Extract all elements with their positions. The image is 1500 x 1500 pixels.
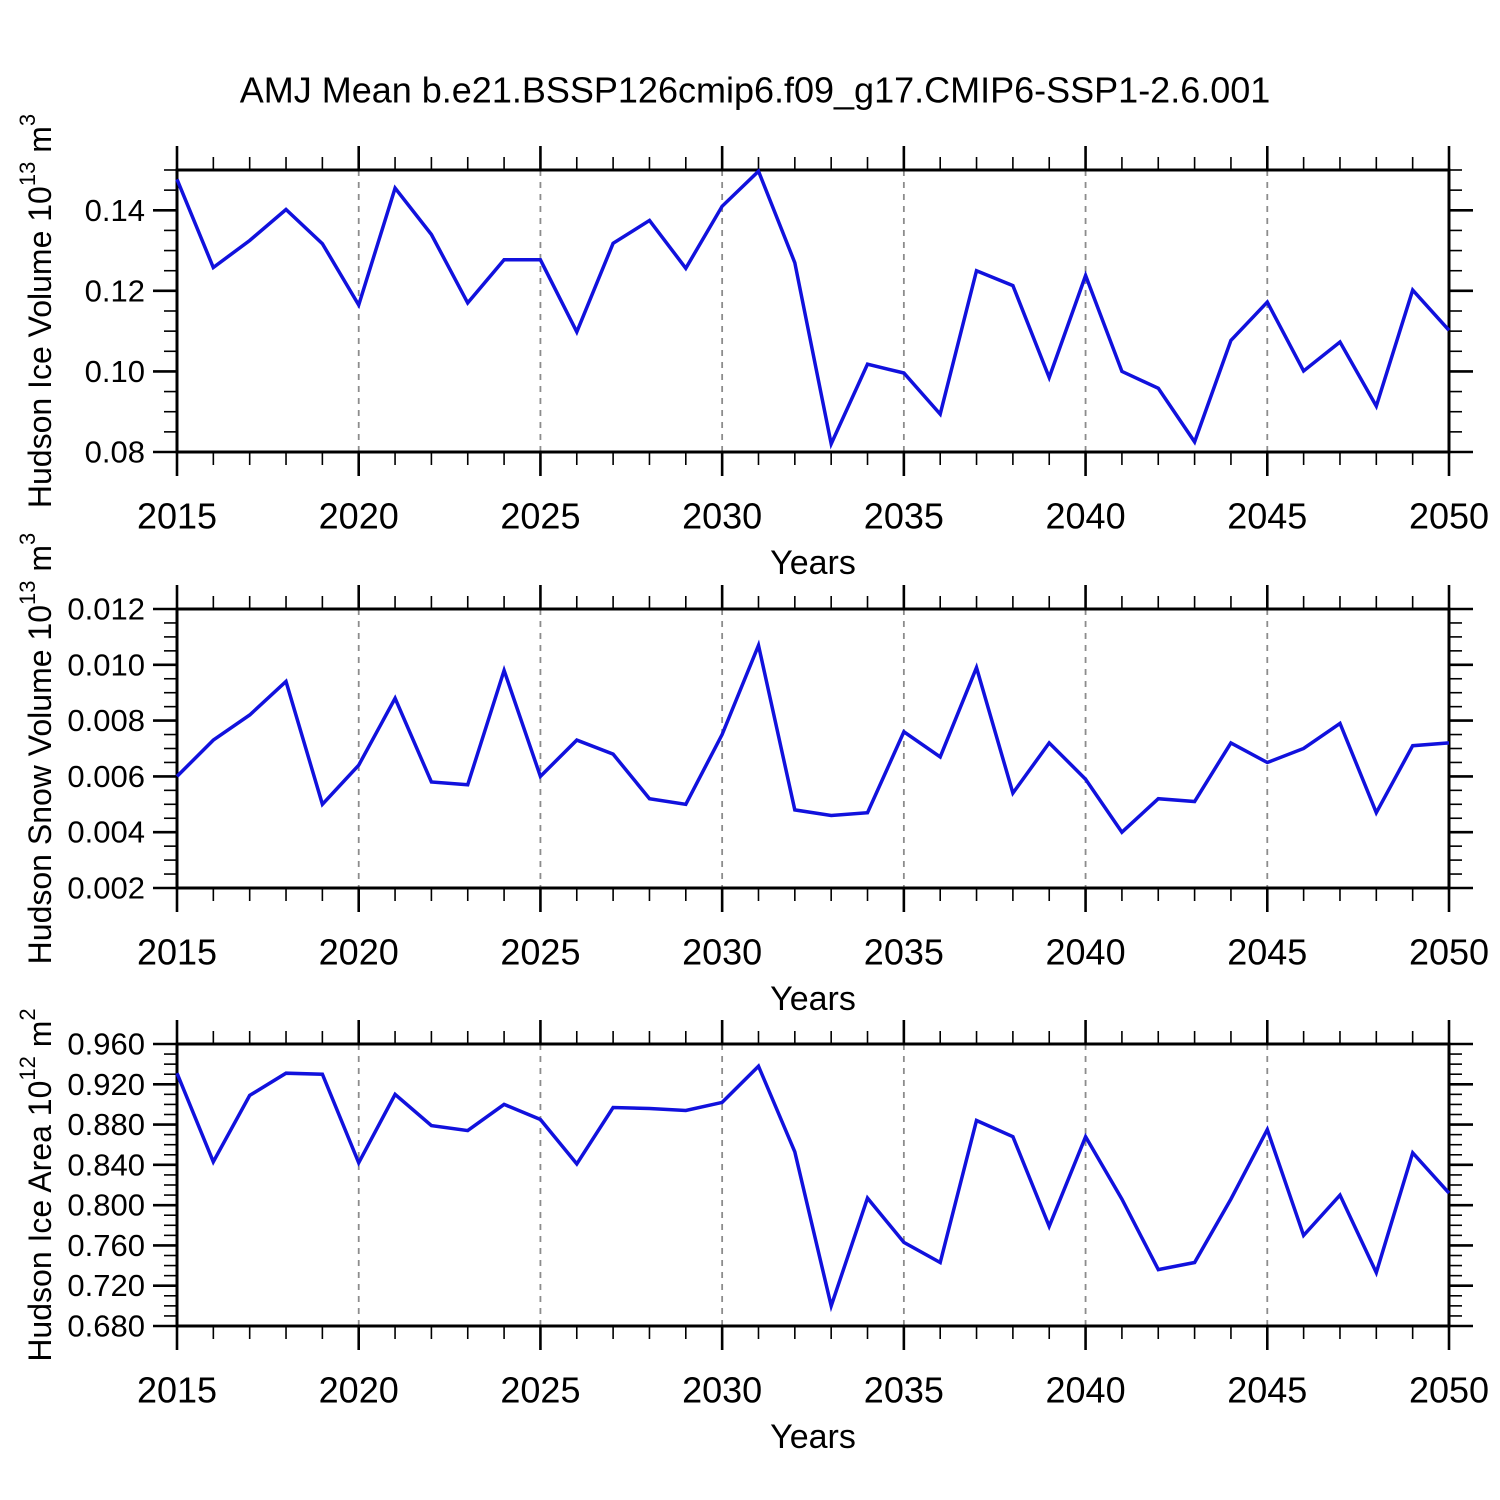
x-tick-label: 2030 [682,1370,762,1411]
x-tick-label: 2045 [1227,1370,1307,1411]
y-tick-label: 0.760 [67,1228,145,1263]
y-tick-label: 0.680 [67,1309,145,1344]
x-tick-label: 2035 [864,932,944,973]
y-tick-label: 0.008 [67,703,145,738]
x-tick-label: 2040 [1046,932,1126,973]
x-tick-label: 2050 [1409,1370,1489,1411]
x-tick-label: 2020 [319,1370,399,1411]
x-axis-title: Years [770,980,856,1018]
y-tick-label: 0.12 [85,273,145,308]
plot-box [175,1042,1451,1328]
x-tick-label: 2015 [137,1370,217,1411]
y-axis-title: Hudson Ice Volume 1013 m3 [15,114,59,508]
chart-hudson-ice-area: 0.680 0.720 0.760 0.800 0.840 0.880 0.920 0.960… [15,1008,1490,1456]
x-tick-label: 2025 [500,932,580,973]
y-tick-label: 0.840 [67,1147,145,1182]
y-tick-label: 0.14 [85,193,145,228]
y-tick-label: 0.08 [85,435,145,470]
y-tick-label: 0.004 [67,815,145,850]
x-tick-label: 2020 [319,496,399,537]
series-hudson-snow-volume [175,639,1450,835]
x-tick-label: 2025 [500,496,580,537]
x-tick-label: 2015 [137,496,217,537]
chart-hudson-snow-volume: 0.002 0.004 0.006 0.008 0.010 0.012 2015 2020 20… [15,533,1490,1018]
chart-hudson-ice-volume: 0.08 0.10 0.12 0.14 2015 2020 2025 2030 2035 2040… [15,114,1490,582]
y-tick-label: 0.720 [67,1268,145,1303]
y-tick-label: 0.800 [67,1188,145,1223]
series-hudson-ice-volume [175,168,1451,450]
y-tick-label: 0.960 [67,1027,145,1062]
y-tick-label: 0.012 [67,592,145,627]
figure-title: AMJ Mean b.e21.BSSP126cmip6.f09_g17.CMIP… [240,70,1271,111]
x-tick-label: 2035 [864,496,944,537]
y-axis-title: Hudson Ice Area 1012 m2 [15,1008,59,1361]
y-tick-label: 0.10 [85,354,145,389]
series-hudson-ice-area [175,1063,1451,1313]
x-axis-title: Years [770,1418,856,1456]
y-tick-label: 0.920 [67,1067,145,1102]
x-tick-label: 2040 [1046,1370,1126,1411]
x-axis-title: Years [770,544,856,582]
plot-box [175,607,1451,890]
x-tick-label: 2045 [1227,496,1307,537]
x-tick-label: 2040 [1046,496,1126,537]
y-tick-label: 0.002 [67,871,145,906]
y-tick-label: 0.880 [67,1107,145,1142]
y-axis-title: Hudson Snow Volume 1013 m3 [15,533,59,965]
x-tick-label: 2030 [682,496,762,537]
x-tick-label: 2015 [137,932,217,973]
x-tick-label: 2050 [1409,496,1489,537]
plot-box [175,168,1451,454]
x-tick-label: 2030 [682,932,762,973]
x-tick-label: 2025 [500,1370,580,1411]
y-tick-label: 0.010 [67,647,145,682]
y-tick-label: 0.006 [67,759,145,794]
x-tick-label: 2035 [864,1370,944,1411]
x-tick-label: 2050 [1409,932,1489,973]
x-tick-label: 2020 [319,932,399,973]
x-tick-label: 2045 [1227,932,1307,973]
